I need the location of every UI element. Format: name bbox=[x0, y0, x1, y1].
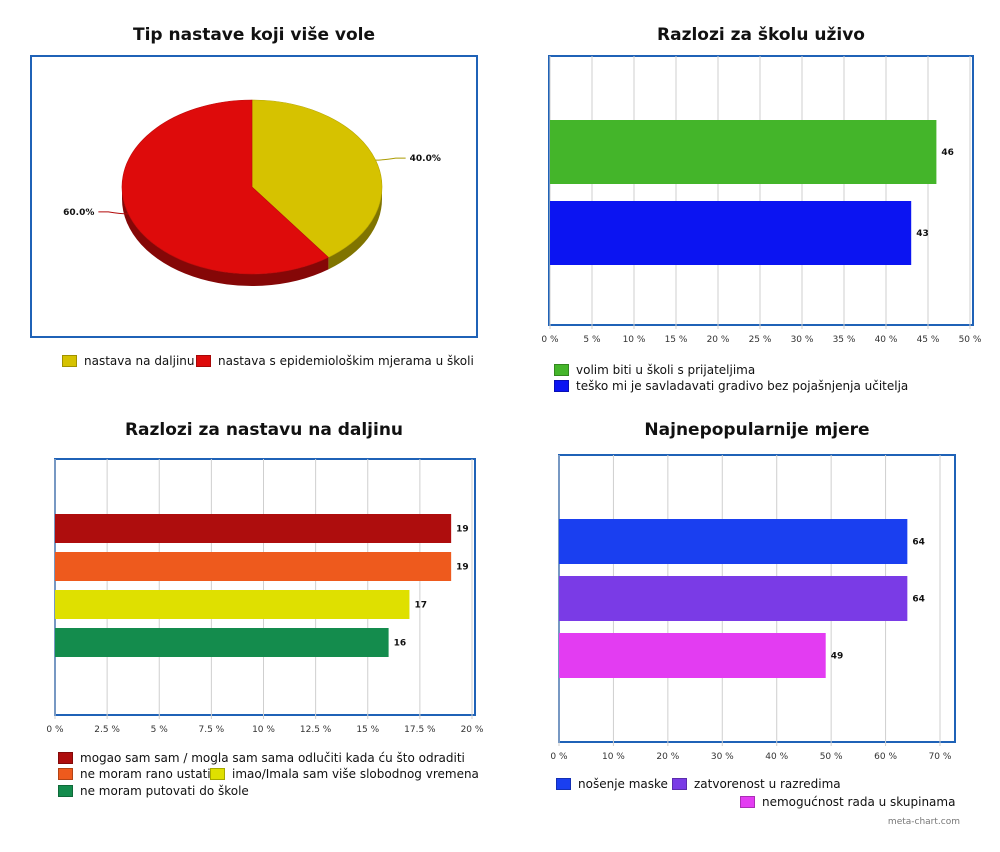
x-tick-label: 40 % bbox=[765, 752, 788, 762]
legend-swatch bbox=[58, 752, 73, 764]
legend-swatch bbox=[672, 778, 687, 790]
legend-swatch bbox=[554, 364, 569, 376]
bar-value-label: 16 bbox=[394, 639, 407, 649]
chart3-frame bbox=[54, 458, 476, 716]
bar-value-label: 64 bbox=[912, 538, 925, 548]
x-tick-label: 10 % bbox=[602, 752, 625, 762]
legend-item-putovati: ne moram putovati do škole bbox=[58, 784, 249, 798]
bar-value-label: 49 bbox=[831, 652, 844, 662]
x-tick-label: 20 % bbox=[707, 335, 730, 345]
bar-value-label: 19 bbox=[456, 563, 469, 573]
x-tick-label: 2.5 % bbox=[94, 725, 120, 735]
x-tick-label: 30 % bbox=[791, 335, 814, 345]
x-tick-label: 10 % bbox=[623, 335, 646, 345]
legend-label: nastava na daljinu bbox=[84, 354, 195, 368]
bar-value-label: 64 bbox=[912, 595, 925, 605]
x-tick-label: 20 % bbox=[656, 752, 679, 762]
x-tick-label: 50 % bbox=[820, 752, 843, 762]
legend-item-mogao-sam: mogao sam sam / mogla sam sama odlučiti … bbox=[58, 751, 465, 765]
legend-label: nošenje maske bbox=[578, 777, 668, 791]
legend-item-nosenje-maske: nošenje maske bbox=[556, 777, 668, 791]
chart3-title: Razlozi za nastavu na daljinu bbox=[124, 420, 404, 440]
bar bbox=[55, 514, 452, 543]
x-tick-label: 5 % bbox=[151, 725, 169, 735]
legend-label: nemogućnost rada u skupinama bbox=[762, 795, 956, 809]
legend-item-tesko-mi-je: teško mi je savladavati gradivo bez poja… bbox=[554, 379, 908, 393]
bar-value-label: 19 bbox=[456, 525, 469, 535]
x-tick-label: 30 % bbox=[711, 752, 734, 762]
bar bbox=[550, 201, 912, 265]
legend-item-volim-biti: volim biti u školi s prijateljima bbox=[554, 363, 755, 377]
pie-slice bbox=[251, 99, 383, 258]
x-tick-label: 60 % bbox=[874, 752, 897, 762]
watermark: meta-chart.com bbox=[887, 817, 960, 827]
legend-item-nastava-s-mjerama: nastava s epidemiološkim mjerama u školi bbox=[196, 354, 474, 368]
bar-value-label: 46 bbox=[941, 148, 954, 158]
legend-label: mogao sam sam / mogla sam sama odlučiti … bbox=[80, 751, 465, 765]
pie-leader-line bbox=[375, 157, 406, 161]
bar bbox=[550, 120, 937, 184]
x-tick-label: 10 % bbox=[252, 725, 275, 735]
legend-label: imao/Imala sam više slobodnog vremena bbox=[232, 767, 479, 781]
x-tick-label: 45 % bbox=[917, 335, 940, 345]
pie-value-label: 40.0% bbox=[410, 154, 441, 164]
x-tick-label: 7.5 % bbox=[199, 725, 225, 735]
bar bbox=[55, 552, 452, 581]
chart1-frame: 40.0% 60.0% bbox=[30, 55, 478, 338]
x-tick-label: 5 % bbox=[583, 335, 601, 345]
legend-swatch bbox=[58, 768, 73, 780]
x-tick-label: 12.5 % bbox=[300, 725, 332, 735]
x-tick-label: 40 % bbox=[875, 335, 898, 345]
pie-side bbox=[122, 187, 329, 286]
bar bbox=[559, 576, 908, 621]
legend-item-imao-imala: imao/Imala sam više slobodnog vremena bbox=[210, 767, 479, 781]
x-tick-label: 50 % bbox=[959, 335, 982, 345]
bar-value-label: 43 bbox=[916, 229, 929, 239]
bar-value-label: 17 bbox=[414, 601, 427, 611]
pie-side bbox=[328, 187, 382, 270]
legend-label: ne moram rano ustati bbox=[80, 767, 211, 781]
pie-value-label: 60.0% bbox=[63, 208, 94, 218]
x-tick-label: 15 % bbox=[665, 335, 688, 345]
x-tick-label: 25 % bbox=[749, 335, 772, 345]
x-tick-label: 0 % bbox=[541, 335, 559, 345]
legend-label: zatvorenost u razredima bbox=[694, 777, 841, 791]
chart1-title: Tip nastave koji više vole bbox=[132, 25, 376, 45]
chart2-frame bbox=[548, 55, 974, 326]
x-tick-label: 0 % bbox=[550, 752, 568, 762]
chart4-title: Najnepopularnije mjere bbox=[644, 420, 870, 440]
bar bbox=[55, 590, 410, 619]
legend-label: ne moram putovati do škole bbox=[80, 784, 249, 798]
legend-swatch bbox=[210, 768, 225, 780]
pie-chart: 40.0% 60.0% bbox=[63, 99, 441, 286]
chart2-title: Razlozi za školu uživo bbox=[657, 25, 865, 45]
legend-item-ne-moram-rano: ne moram rano ustati bbox=[58, 767, 211, 781]
legend-item-zatvorenost: zatvorenost u razredima bbox=[672, 777, 841, 791]
bar bbox=[559, 633, 826, 678]
legend-swatch bbox=[554, 380, 569, 392]
x-tick-label: 17.5 % bbox=[404, 725, 436, 735]
legend-label: nastava s epidemiološkim mjerama u školi bbox=[218, 354, 474, 368]
x-tick-label: 0 % bbox=[46, 725, 64, 735]
bar bbox=[559, 519, 908, 564]
legend-item-nemogucnost: nemogućnost rada u skupinama bbox=[740, 795, 955, 809]
legend-swatch bbox=[740, 796, 755, 808]
legend-swatch bbox=[556, 778, 571, 790]
pie-leader-line bbox=[98, 211, 129, 215]
bar bbox=[55, 628, 389, 657]
x-tick-label: 20 % bbox=[461, 725, 484, 735]
legend-swatch bbox=[196, 355, 211, 367]
x-tick-label: 70 % bbox=[929, 752, 952, 762]
legend-item-nastava-na-daljinu: nastava na daljinu bbox=[62, 354, 195, 368]
legend-label: teško mi je savladavati gradivo bez poja… bbox=[576, 379, 909, 393]
legend-swatch bbox=[58, 785, 73, 797]
x-tick-label: 35 % bbox=[833, 335, 856, 345]
legend-label: volim biti u školi s prijateljima bbox=[576, 363, 756, 377]
x-tick-label: 15 % bbox=[356, 725, 379, 735]
legend-swatch bbox=[62, 355, 77, 367]
